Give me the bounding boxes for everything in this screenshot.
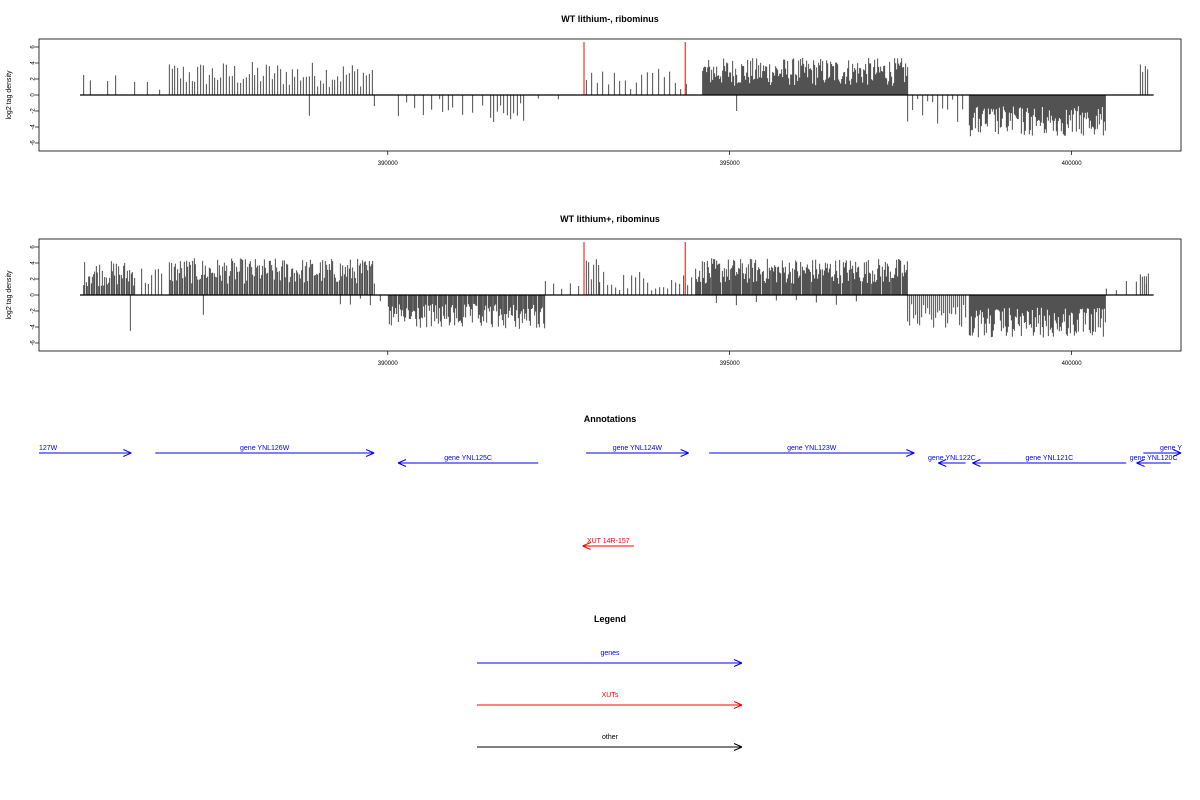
x-tick-label: 395000: [720, 361, 741, 367]
y-tick-label: 6: [31, 245, 37, 249]
y-axis-label: log2 tag density: [6, 270, 13, 320]
annotation-label: gene YNL120C: [1130, 455, 1178, 462]
density-bars: [83, 57, 1149, 137]
x-tick-label: 390000: [378, 361, 399, 367]
x-tick-label: 390000: [378, 161, 399, 167]
y-tick-label: 0: [31, 293, 37, 297]
panel-title: WT lithium-, ribominus: [561, 14, 659, 24]
legend-items: genes XUTs other: [477, 650, 743, 751]
x-axis: 390000 395000 400000: [378, 151, 1083, 167]
density-bars: [83, 258, 1149, 338]
annotation-arrow: [972, 459, 1127, 467]
x-tick-label: 400000: [1062, 161, 1083, 167]
legend-title: Legend: [594, 614, 626, 624]
annotation-arrow: [938, 459, 966, 467]
red-markers: [583, 42, 686, 95]
annotation-label: XUT 14R-157: [587, 538, 630, 545]
x-axis: 390000 395000 400000: [378, 351, 1083, 367]
legend-arrow: [477, 743, 743, 751]
y-axis: -6 -4 -2 0 2 4 6: [31, 45, 39, 146]
y-tick-label: -4: [31, 324, 37, 330]
annotation-label: gene YNL121C: [1025, 455, 1073, 462]
legend: Legend genes XUTs other: [477, 614, 743, 751]
x-tick-label: 395000: [720, 161, 741, 167]
y-tick-label: 2: [31, 277, 37, 281]
y-tick-label: 4: [31, 261, 37, 265]
annotation-label: gene YNL125C: [444, 455, 492, 462]
legend-label: genes: [600, 650, 620, 657]
y-tick-label: -6: [31, 140, 37, 146]
x-tick-label: 400000: [1062, 361, 1083, 367]
annotation-label: gene YNL126W: [240, 445, 290, 452]
y-tick-label: 6: [31, 45, 37, 49]
legend-label: XUTs: [602, 692, 619, 699]
annotations-track: Annotations 127W gene YNL126W gene YNL125C…: [39, 414, 1182, 550]
panel-title: WT lithium+, ribominus: [560, 214, 660, 224]
legend-arrow: [477, 701, 743, 709]
y-tick-label: -2: [31, 308, 37, 314]
annotation-arrow: [582, 542, 634, 550]
annotation-arrow: [1143, 449, 1182, 457]
legend-label: other: [602, 734, 619, 741]
red-markers: [583, 242, 686, 295]
annotation-label: gene YNL123W: [787, 445, 837, 452]
annotation-arrow: [709, 449, 915, 457]
annotation-label: gene Y: [1160, 445, 1182, 452]
annotations-title: Annotations: [584, 414, 637, 424]
annotation-label: gene YNL124W: [613, 445, 663, 452]
annotation-features: 127W gene YNL126W gene YNL125C gene YNL124W…: [39, 445, 1182, 550]
y-tick-label: -2: [31, 108, 37, 114]
annotation-arrow: [586, 449, 689, 457]
annotation-label: 127W: [39, 445, 58, 452]
y-tick-label: -6: [31, 340, 37, 346]
annotation-arrow: [1136, 459, 1171, 467]
legend-arrow: [477, 659, 743, 667]
annotation-label: gene YNL122C: [928, 455, 976, 462]
density-panel-lithium-minus: WT lithium-, ribominus log2 tag density …: [6, 14, 1182, 167]
y-tick-label: 0: [31, 93, 37, 97]
y-tick-label: 2: [31, 77, 37, 81]
y-axis: -6 -4 -2 0 2 4 6: [31, 245, 39, 346]
annotation-arrow: [155, 449, 375, 457]
annotation-arrow: [39, 449, 132, 457]
y-tick-label: 4: [31, 61, 37, 65]
density-panel-lithium-plus: WT lithium+, ribominus log2 tag density …: [6, 214, 1182, 367]
annotation-arrow: [397, 459, 539, 467]
y-tick-label: -4: [31, 124, 37, 130]
y-axis-label: log2 tag density: [6, 70, 13, 120]
